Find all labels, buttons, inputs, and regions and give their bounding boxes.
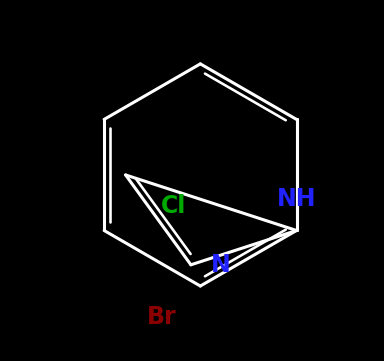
- Text: N: N: [211, 253, 231, 277]
- Text: Cl: Cl: [161, 194, 187, 218]
- Text: NH: NH: [277, 187, 316, 212]
- Text: Br: Br: [147, 305, 176, 329]
